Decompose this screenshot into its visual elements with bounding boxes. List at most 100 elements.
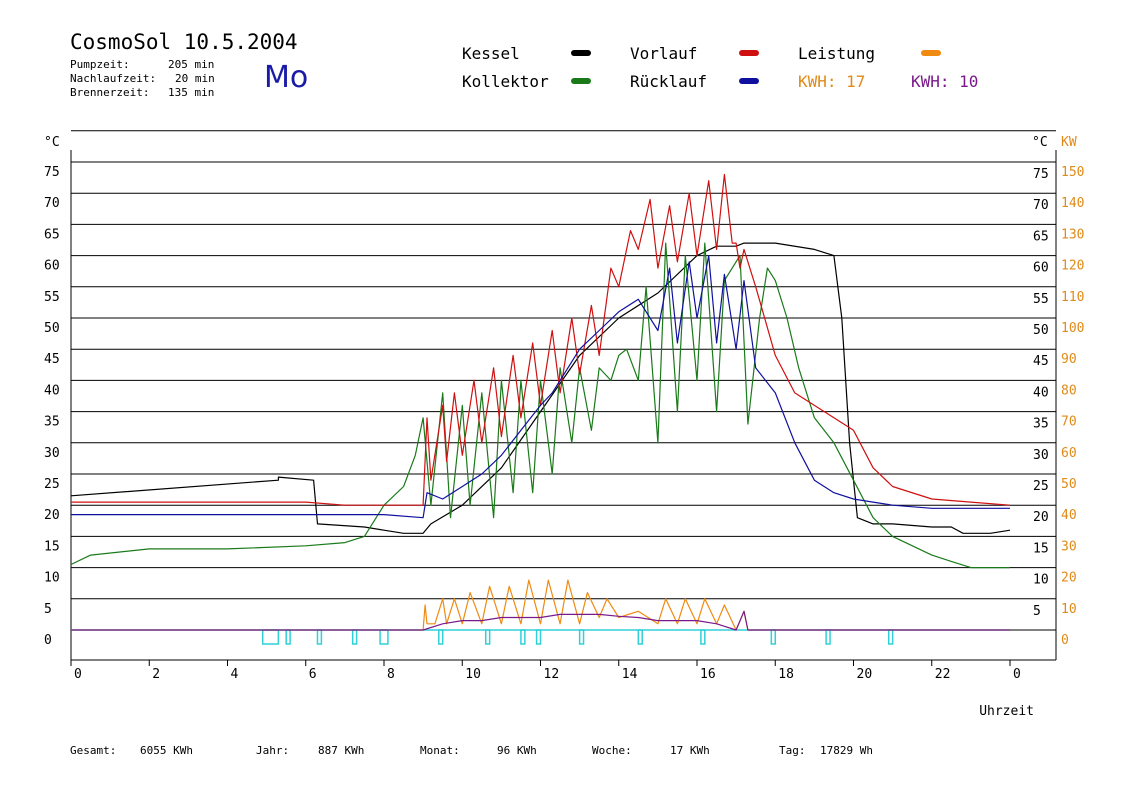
pump-box <box>261 629 280 645</box>
y-tick-right-c: 60 <box>1033 261 1049 276</box>
pumpzeit-value: 205 min <box>168 58 215 71</box>
footer-monat: Monat: 96 KWh <box>420 744 537 757</box>
y-axis-kw-unit: KW <box>1061 135 1077 150</box>
pump-box <box>535 629 542 645</box>
x-tick-label: 6 <box>309 667 317 682</box>
series-ruecklauf <box>71 255 1010 519</box>
y-tick-right-kw: 90 <box>1061 352 1077 367</box>
kwh-purple-label: KWH: <box>911 72 950 91</box>
nachlaufzeit-value: 20 min <box>175 72 215 85</box>
woche-label: Woche: <box>592 744 632 757</box>
y-tick-left: 35 <box>44 415 60 430</box>
y-tick-left: 75 <box>44 165 60 180</box>
y-tick-left: 25 <box>44 477 60 492</box>
y-tick-right-kw: 40 <box>1061 508 1077 523</box>
x-tick-label: 8 <box>387 667 395 682</box>
x-tick-label: 20 <box>857 667 873 682</box>
y-tick-right-c: 5 <box>1033 604 1041 619</box>
y-tick-right-kw: 100 <box>1061 321 1084 336</box>
series-kollektor <box>70 242 1010 569</box>
y-tick-right-c: 55 <box>1033 292 1049 307</box>
y-tick-right-c: 25 <box>1033 479 1049 494</box>
y-tick-right-c: 40 <box>1033 385 1049 400</box>
x-tick-label: 16 <box>700 667 716 682</box>
y-tick-left: 45 <box>44 352 60 367</box>
x-tick-label: 0 <box>1013 667 1021 682</box>
y-tick-right-kw: 140 <box>1061 196 1084 211</box>
y-tick-right-c: 70 <box>1033 198 1049 213</box>
legend-kollektor-swatch <box>571 78 591 84</box>
y-tick-right-kw: 60 <box>1061 446 1077 461</box>
y-tick-right-c: 45 <box>1033 354 1049 369</box>
y-tick-right-c: 15 <box>1033 541 1049 556</box>
pumpzeit-row: Pumpzeit: 205 min <box>70 58 214 71</box>
pump-box <box>770 629 777 645</box>
y-tick-right-c: 10 <box>1033 573 1049 588</box>
y-tick-right-c: 75 <box>1033 167 1049 182</box>
y-tick-right-c: 65 <box>1033 229 1049 244</box>
pump-box <box>484 629 491 645</box>
y-tick-right-kw: 80 <box>1061 383 1077 398</box>
y-tick-right-kw: 0 <box>1061 633 1069 648</box>
pump-box <box>578 629 585 645</box>
brennerzeit-value: 135 min <box>168 86 215 99</box>
legend-kessel-label: Kessel <box>462 44 520 63</box>
y-tick-left: 40 <box>44 383 60 398</box>
pumpzeit-label: Pumpzeit: <box>70 58 130 71</box>
legend-kollektor-label: Kollektor <box>462 72 549 91</box>
legend-ruecklauf-label: Rücklauf <box>630 72 708 91</box>
brennerzeit-row: Brennerzeit: 135 min <box>70 86 214 99</box>
legend-kwh-orange: KWH: 17 <box>798 72 865 91</box>
y-tick-left: 20 <box>44 508 60 523</box>
y-tick-right-c: 35 <box>1033 417 1049 432</box>
kwh-orange-label: KWH: <box>798 72 837 91</box>
y-tick-right-kw: 130 <box>1061 227 1084 242</box>
woche-value: 17 KWh <box>670 744 710 757</box>
x-tick-label: 22 <box>935 667 951 682</box>
pump-box <box>379 629 389 645</box>
brennerzeit-label: Brennerzeit: <box>70 86 150 99</box>
jahr-label: Jahr: <box>256 744 290 757</box>
footer-jahr: Jahr: 887 KWh <box>256 744 364 757</box>
y-tick-right-kw: 50 <box>1061 477 1077 492</box>
x-tick-label: 0 <box>74 667 82 682</box>
legend-vorlauf-swatch <box>739 50 759 56</box>
y-tick-left: 5 <box>44 602 52 617</box>
y-tick-right-kw: 20 <box>1061 571 1077 586</box>
monat-label: Monat: <box>420 744 460 757</box>
y-axis-left-unit: °C <box>44 135 60 150</box>
pump-box <box>700 629 706 645</box>
nachlaufzeit-label: Nachlaufzeit: <box>70 72 157 85</box>
pump-box <box>887 629 894 645</box>
footer-woche: Woche: 17 KWh <box>592 744 710 757</box>
pump-box <box>438 629 444 645</box>
y-tick-right-c: 20 <box>1033 510 1049 525</box>
x-tick-label: 4 <box>231 667 239 682</box>
pump-box <box>520 629 526 645</box>
pump-box <box>825 629 831 645</box>
y-tick-right-kw: 10 <box>1061 602 1077 617</box>
y-tick-right-kw: 70 <box>1061 415 1077 430</box>
jahr-value: 887 KWh <box>318 744 365 757</box>
pump-box <box>351 629 358 645</box>
y-tick-left: 55 <box>44 290 60 305</box>
x-tick-label: 10 <box>465 667 481 682</box>
y-tick-left: 10 <box>44 571 60 586</box>
legend-leistung-label: Leistung <box>798 44 876 63</box>
y-tick-left: 65 <box>44 227 60 242</box>
y-tick-left: 70 <box>44 196 60 211</box>
legend-kwh-purple: KWH: 10 <box>911 72 978 91</box>
monat-value: 96 KWh <box>497 744 537 757</box>
x-tick-label: 18 <box>778 667 794 682</box>
y-tick-right-kw: 120 <box>1061 259 1084 274</box>
legend-vorlauf-label: Vorlauf <box>630 44 698 63</box>
y-tick-left: 15 <box>44 539 60 554</box>
tag-value: 17829 Wh <box>820 744 873 757</box>
y-tick-left: 50 <box>44 321 60 336</box>
footer-tag: Tag: 17829 Wh <box>779 744 873 757</box>
legend-kessel-swatch <box>571 50 591 56</box>
pump-box <box>316 629 323 645</box>
y-tick-right-kw: 150 <box>1061 165 1084 180</box>
gesamt-label: Gesamt: <box>70 744 117 757</box>
pump-box <box>285 629 291 645</box>
